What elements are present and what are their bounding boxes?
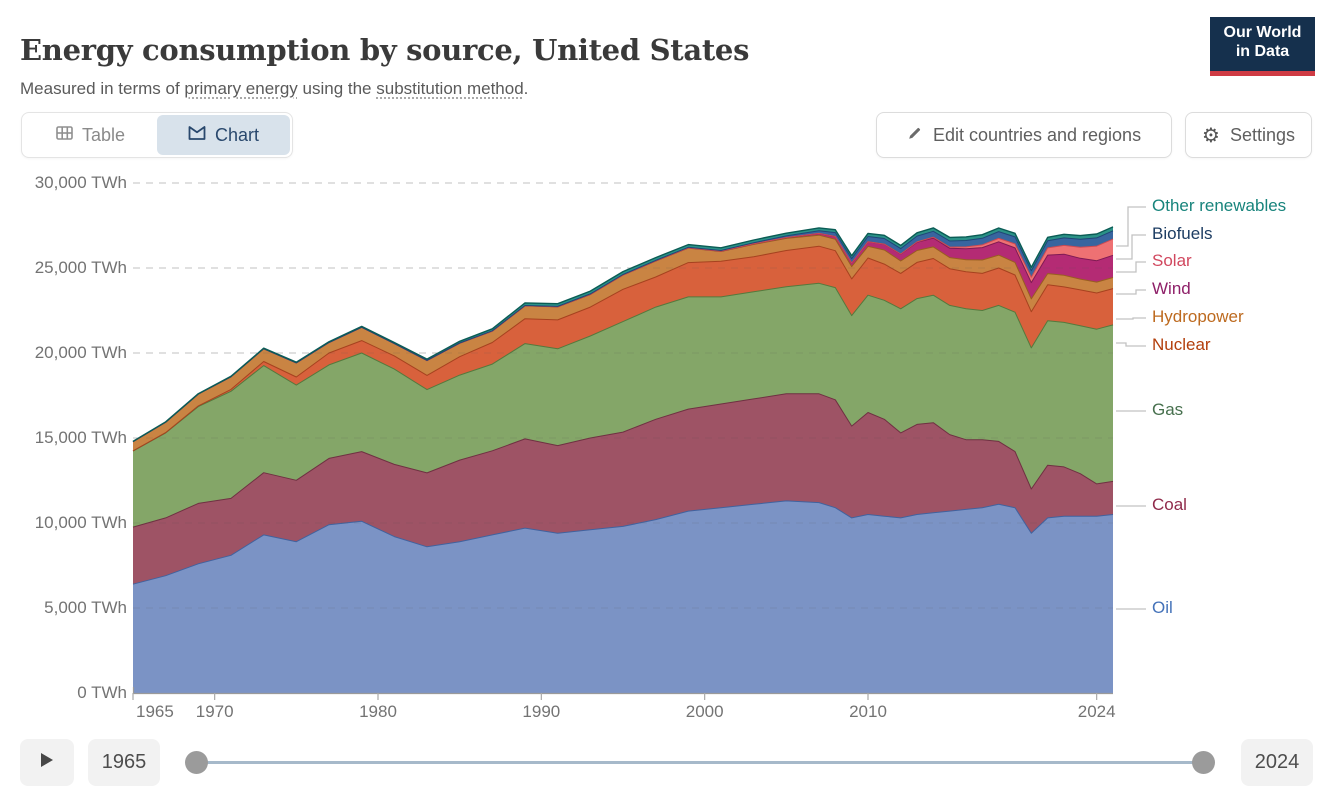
gear-icon: ⚙: [1202, 123, 1220, 147]
legend-label-hydropower[interactable]: Hydropower: [1152, 307, 1244, 326]
y-axis-tick-label: 10,000 TWh: [34, 513, 127, 532]
y-axis-tick-label: 20,000 TWh: [34, 343, 127, 362]
legend-label-coal[interactable]: Coal: [1152, 495, 1187, 514]
x-axis-tick-label: 2000: [685, 702, 724, 721]
settings-label: Settings: [1229, 124, 1295, 145]
legend-label-biofuels[interactable]: Biofuels: [1152, 224, 1213, 243]
legend-label-wind[interactable]: Wind: [1152, 279, 1191, 298]
x-axis-tick-label: 1980: [359, 702, 397, 721]
primary-energy-link[interactable]: primary energy: [184, 79, 298, 98]
area-chart-icon: [188, 125, 206, 146]
x-axis-tick-label: 1965: [136, 702, 174, 721]
legend-label-oil[interactable]: Oil: [1152, 598, 1173, 617]
y-axis-tick-label: 25,000 TWh: [34, 258, 127, 277]
page-title: Energy consumption by source, United Sta…: [20, 33, 750, 68]
timeline-end-year[interactable]: 2024: [1241, 739, 1313, 786]
y-axis-tick-label: 30,000 TWh: [34, 173, 127, 192]
substitution-method-link[interactable]: substitution method: [376, 79, 524, 98]
play-icon: [40, 752, 54, 773]
legend-label-other-renewables[interactable]: Other renewables: [1152, 196, 1287, 215]
edit-countries-button[interactable]: Edit countries and regions: [876, 112, 1172, 158]
y-axis-tick-label: 0 TWh: [77, 683, 127, 702]
settings-button[interactable]: ⚙ Settings: [1185, 112, 1312, 158]
tab-chart[interactable]: Chart: [157, 115, 290, 155]
pencil-icon: [907, 125, 923, 146]
chart-subtitle: Measured in terms of primary energy usin…: [20, 79, 528, 99]
timeline-start-year[interactable]: 1965: [88, 739, 160, 786]
legend-label-gas[interactable]: Gas: [1152, 400, 1184, 419]
y-axis-tick-label: 5,000 TWh: [44, 598, 127, 617]
play-button[interactable]: [20, 739, 74, 786]
timeline-handle-start[interactable]: [185, 751, 208, 774]
tab-chart-label: Chart: [214, 124, 259, 145]
timeline-slider-track[interactable]: [196, 761, 1203, 764]
subtitle-text: using the: [297, 79, 377, 98]
x-axis-tick-label: 2024: [1077, 702, 1116, 721]
legend-label-nuclear[interactable]: Nuclear: [1152, 335, 1211, 354]
legend-label-solar[interactable]: Solar: [1152, 251, 1192, 270]
view-tab-bar: Table Chart: [21, 112, 293, 158]
table-icon: [56, 125, 73, 146]
x-axis-tick-label: 1990: [522, 702, 561, 721]
x-axis-tick-label: 2010: [849, 702, 887, 721]
owid-logo-line2: in Data: [1235, 43, 1290, 60]
owid-logo-line1: Our World: [1223, 24, 1302, 41]
x-axis-tick-label: 1970: [195, 702, 234, 721]
subtitle-text: .: [523, 79, 529, 98]
tab-table-label: Table: [81, 124, 126, 145]
owid-logo[interactable]: Our World in Data: [1210, 17, 1315, 76]
edit-countries-label: Edit countries and regions: [932, 124, 1142, 145]
tab-table[interactable]: Table: [24, 115, 157, 155]
subtitle-text: Measured in terms of: [20, 79, 185, 98]
timeline-handle-end[interactable]: [1192, 751, 1215, 774]
y-axis-tick-label: 15,000 TWh: [34, 428, 127, 447]
